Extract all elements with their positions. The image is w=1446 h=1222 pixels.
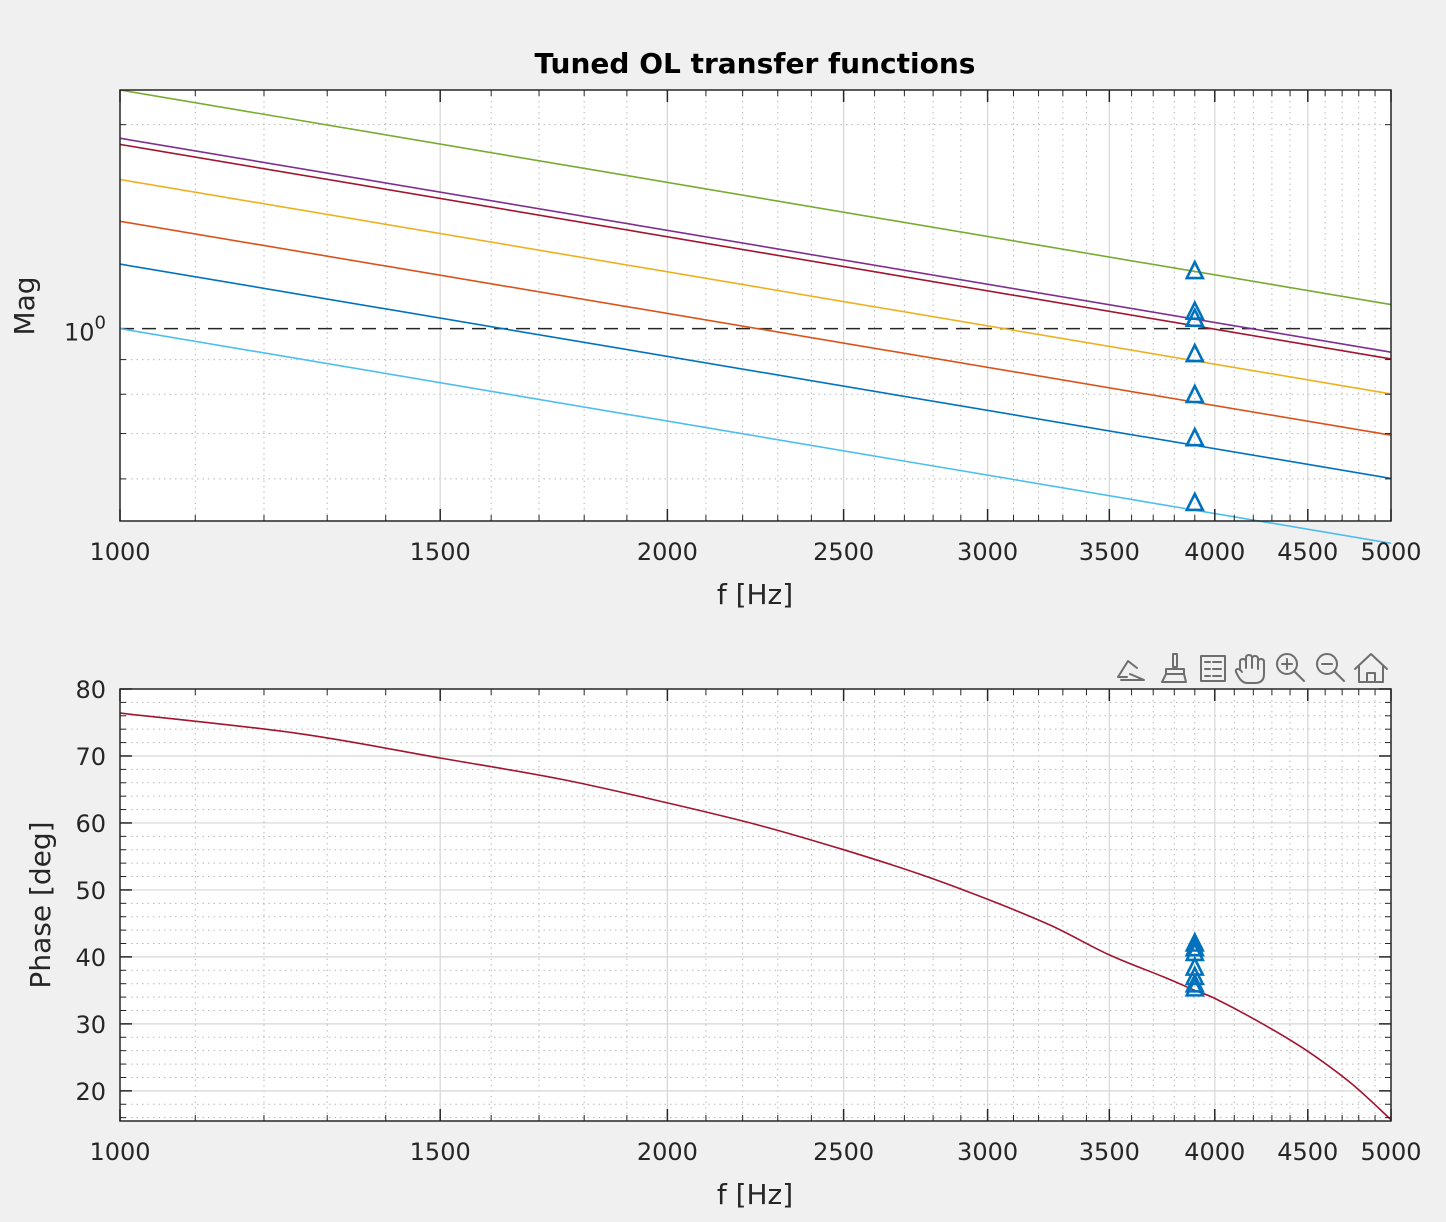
triangle-marker (1184, 490, 1205, 512)
x-tick-label: 1000 (89, 538, 150, 566)
series-line (119, 137, 1392, 353)
x-tick-label: 3000 (957, 1138, 1018, 1166)
magnitude-x-axis-label: f [Hz] (717, 578, 793, 611)
triangle-marker (1184, 306, 1205, 328)
magnitude-axes-box (119, 89, 1392, 522)
phase-plot-area (120, 689, 1391, 1121)
triangle-marker (1184, 426, 1205, 447)
x-tick-label: 1000 (89, 1138, 150, 1166)
phase-tick-labels: 1000 1500 2000 2500 3000 3500 4000 4500 5000 20 30… (75, 676, 1421, 1166)
axes-toolbar (1112, 652, 1388, 684)
y-tick-label: 50 (75, 877, 106, 905)
magnitude-minor-ticks (119, 90, 1392, 521)
zoom-out-icon[interactable] (1312, 652, 1346, 684)
legend-icon[interactable] (1196, 652, 1228, 684)
y-tick-label: 70 (75, 743, 106, 771)
series-line (119, 89, 1392, 306)
phase-axes-box (119, 688, 1392, 1122)
y-tick-label: 30 (75, 1011, 106, 1039)
series-line (119, 263, 1392, 480)
x-tick-label: 2000 (637, 538, 698, 566)
magnitude-series-group (119, 89, 1392, 545)
phase-x-axis-label: f [Hz] (717, 1178, 793, 1211)
x-tick-label: 1500 (410, 538, 471, 566)
brush-icon[interactable] (1156, 652, 1188, 684)
series-line (119, 178, 1392, 395)
triangle-marker (1184, 342, 1205, 363)
magnitude-markers-group (1184, 259, 1205, 512)
phase-y-axis-label: Phase [deg] (24, 821, 57, 988)
triangle-marker (1184, 965, 1205, 986)
y-tick-label: 20 (75, 1078, 106, 1106)
y-tick-label: 60 (75, 810, 106, 838)
x-tick-label: 5000 (1360, 1138, 1421, 1166)
series-line (119, 220, 1392, 436)
zoom-in-icon[interactable] (1272, 652, 1306, 684)
phase-minor-ticks (119, 688, 1392, 1121)
x-tick-label: 2000 (637, 1138, 698, 1166)
phase-major-grid (120, 689, 1391, 1121)
phase-minor-grid (120, 689, 1391, 1121)
home-icon[interactable] (1352, 652, 1388, 684)
triangle-marker (1184, 259, 1205, 280)
pan-hand-icon[interactable] (1234, 652, 1268, 684)
triangle-marker (1184, 976, 1205, 997)
series-line (119, 327, 1392, 545)
x-tick-label: 3500 (1079, 1138, 1140, 1166)
triangle-marker (1184, 936, 1205, 957)
phase-series-group (119, 712, 1392, 1121)
x-tick-label: 3000 (957, 538, 1018, 566)
triangle-marker (1184, 383, 1205, 404)
x-tick-label: 2500 (813, 538, 874, 566)
x-tick-label: 4500 (1277, 1138, 1338, 1166)
series-line (119, 712, 1392, 1121)
x-tick-label: 1500 (410, 1138, 471, 1166)
magnitude-y-axis-label: Mag (8, 276, 41, 335)
chart-title: Tuned OL transfer functions (535, 47, 976, 80)
x-tick-label: 5000 (1360, 538, 1421, 566)
x-tick-label: 4000 (1184, 1138, 1245, 1166)
magnitude-plot-area (120, 90, 1391, 521)
x-tick-label: 4000 (1184, 538, 1245, 566)
magnitude-minor-grid (120, 90, 1391, 521)
series-line (119, 143, 1392, 360)
y-tick-label: 80 (75, 676, 106, 704)
magnitude-tick-labels: 1000 1500 2000 2500 3000 3500 4000 4500 5000 100 (64, 313, 1422, 566)
magnitude-axes: 1000 1500 2000 2500 3000 3500 4000 4500 5000100 … (8, 47, 1422, 611)
triangle-marker (1184, 972, 1205, 993)
data-tips-icon[interactable] (1112, 652, 1146, 684)
x-tick-label: 4500 (1277, 538, 1338, 566)
triangle-marker (1184, 299, 1205, 321)
y-tick-label: 40 (75, 944, 106, 972)
x-tick-label: 2500 (813, 1138, 874, 1166)
phase-axes: 1000 1500 2000 2500 3000 3500 4000 4500 5000 20 30… (24, 676, 1422, 1211)
triangle-marker (1184, 931, 1205, 952)
x-tick-label: 3500 (1079, 538, 1140, 566)
y-tick-label: 100 (64, 313, 106, 347)
magnitude-major-grid (439, 90, 1309, 521)
phase-markers-group (1184, 931, 1205, 997)
